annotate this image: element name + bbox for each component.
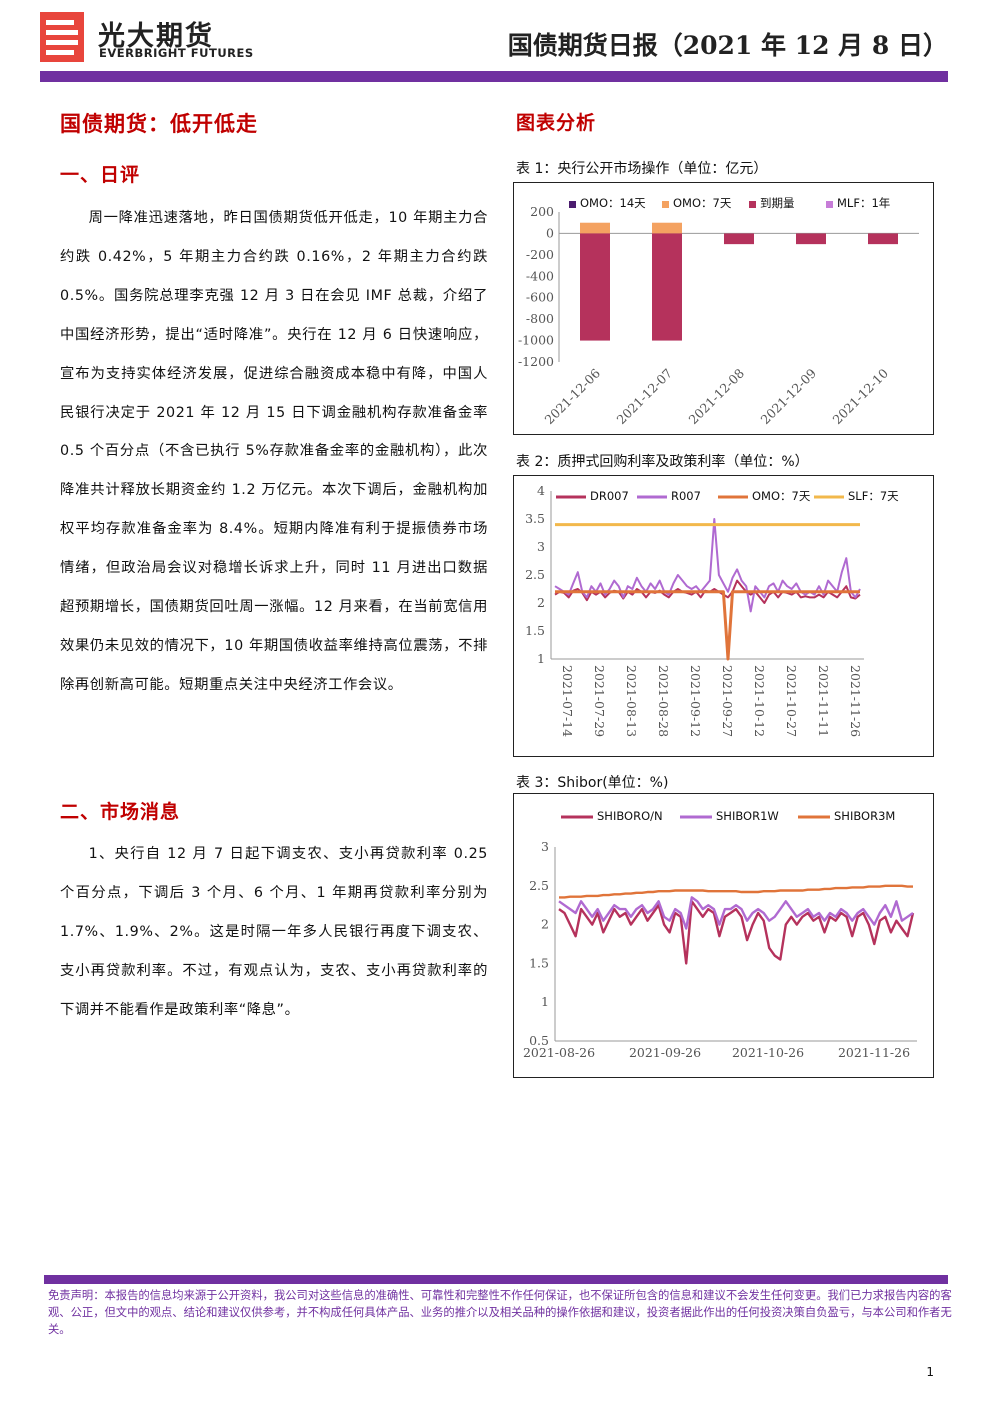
y-tick-label: 0	[546, 225, 554, 240]
chart-section-title: 图表分析	[516, 112, 597, 134]
y-tick-label: -800	[526, 311, 554, 326]
bar	[580, 222, 610, 234]
y-tick-label: 200	[530, 204, 554, 219]
x-tick-label: 2021-12-07	[614, 365, 676, 427]
x-tick-label: 2021-11-26	[848, 665, 863, 737]
legend-label: SHIBOR3M	[834, 809, 895, 823]
y-tick-label: 1	[537, 651, 545, 666]
y-tick-label: -200	[526, 247, 554, 262]
x-tick-label: 2021-09-12	[688, 665, 703, 737]
legend-label: OMO：7天	[752, 489, 811, 503]
x-tick-label: 2021-09-26	[629, 1045, 701, 1060]
legend-label: MLF：1年	[837, 196, 890, 210]
x-tick-label: 2021-08-28	[656, 665, 671, 737]
legend-swatch	[569, 201, 576, 208]
logo-text-en: EVERBRIGHT FUTURES	[99, 46, 254, 60]
y-tick-label: -1200	[518, 354, 554, 369]
bar	[652, 222, 682, 234]
section1-paragraph: 周一降准迅速落地，昨日国债期货低开低走，10 年期主力合约跌 0.42%，5 年…	[60, 210, 488, 693]
legend-label: OMO：14天	[580, 196, 646, 210]
x-tick-label: 2021-12-10	[830, 365, 892, 427]
bar	[652, 233, 682, 341]
section2-title: 二、市场消息	[60, 801, 181, 823]
legend-label: 到期量	[760, 196, 795, 210]
legend-label: SHIBORO/N	[597, 809, 663, 823]
section2-paragraph: 1、央行自 12 月 7 日起下调支农、支小再贷款利率 0.25 个百分点，下调…	[60, 846, 488, 1018]
main-title: 国债期货：低开低走	[60, 111, 258, 136]
section1-body: 周一降准迅速落地，昨日国债期货低开低走，10 年期主力合约跌 0.42%，5 年…	[60, 199, 488, 705]
section1-title: 一、日评	[60, 164, 141, 186]
x-tick-label: 2021-12-06	[542, 365, 604, 427]
page-number: 1	[926, 1365, 934, 1379]
series-line	[558, 900, 915, 965]
y-tick-label: 2.5	[529, 878, 549, 893]
series-line	[555, 590, 860, 661]
x-tick-label: 2021-12-09	[758, 365, 820, 427]
report-title: 国债期货日报（2021 年 12 月 8 日）	[507, 31, 948, 60]
chart1-caption: 表 1：央行公开市场操作（单位：亿元）	[516, 161, 768, 177]
x-tick-label: 2021-10-26	[732, 1045, 804, 1060]
chart2-box: 4 3.5 3 2.5 2 1.5 1 2021-07-14 2021-07-29 2021-08…	[513, 475, 934, 757]
legend-swatch	[826, 201, 833, 208]
x-tick-label: 2021-09-27	[720, 665, 735, 737]
x-tick-label: 2021-12-08	[686, 365, 748, 427]
everbright-logo-icon	[40, 12, 84, 62]
bar	[868, 233, 898, 245]
series-line	[558, 896, 914, 930]
y-tick-label: 4	[537, 483, 545, 498]
x-tick-label: 2021-11-26	[838, 1045, 910, 1060]
bar	[724, 233, 754, 245]
legend-label: SLF：7天	[848, 489, 899, 503]
chart3-box: 3 2.5 2 1.5 1 0.5 2021-08-26 2021-09-26 2021-10-…	[513, 793, 934, 1078]
header-divider	[40, 71, 948, 82]
section2-body: 1、央行自 12 月 7 日起下调支农、支小再贷款利率 0.25 个百分点，下调…	[60, 835, 488, 1030]
disclaimer: 免责声明：本报告的信息均来源于公开资料，我公司对这些信息的准确性、可靠性和完整性…	[48, 1289, 952, 1336]
series-line	[559, 884, 913, 899]
y-tick-label: 3	[537, 539, 545, 554]
legend-swatch	[662, 201, 669, 208]
legend-label: R007	[671, 489, 701, 503]
x-tick-label: 2021-08-13	[624, 665, 639, 737]
x-tick-label: 2021-10-27	[784, 665, 799, 737]
y-tick-label: 2	[537, 595, 545, 610]
y-tick-label: 1.5	[529, 955, 549, 970]
bar	[580, 233, 610, 341]
chart1-omo-bar: 200 0 -200 -400 -600 -800 -1000 -12002021-12-06…	[518, 196, 919, 427]
x-tick-label: 2021-10-12	[752, 665, 767, 737]
y-tick-label: 3	[541, 839, 549, 854]
footer-divider	[44, 1275, 948, 1284]
logo-text-cn: 光大期货	[98, 21, 214, 52]
chart3-caption: 表 3：Shibor(单位：%)	[516, 775, 669, 791]
chart2-caption: 表 2：质押式回购利率及政策利率（单位：%）	[516, 454, 809, 470]
y-tick-label: 2	[541, 917, 549, 932]
y-tick-label: -1000	[518, 333, 554, 348]
x-tick-label: 2021-07-29	[592, 665, 607, 737]
y-tick-label: 3.5	[525, 511, 545, 526]
x-tick-label: 2021-08-26	[523, 1045, 595, 1060]
y-tick-label: -600	[526, 290, 554, 305]
y-tick-label: 0.5	[529, 1033, 549, 1048]
y-tick-label: 1	[541, 994, 549, 1009]
legend-label: OMO：7天	[673, 196, 732, 210]
x-tick-label: 2021-11-11	[816, 665, 831, 737]
y-tick-label: -400	[526, 268, 554, 283]
chart2-repo-rate-line: 4 3.5 3 2.5 2 1.5 1 2021-07-14 2021-07-29 2021-08…	[525, 483, 899, 737]
legend-label: DR007	[590, 489, 629, 503]
bar	[796, 233, 826, 245]
chart1-box: 200 0 -200 -400 -600 -800 -1000 -1200 2021-12-06…	[513, 182, 934, 435]
legend-swatch	[749, 201, 756, 208]
y-tick-label: 1.5	[525, 623, 545, 638]
legend-label: SHIBOR1W	[716, 809, 779, 823]
y-tick-label: 2.5	[525, 567, 545, 582]
x-tick-label: 2021-07-14	[560, 665, 575, 737]
